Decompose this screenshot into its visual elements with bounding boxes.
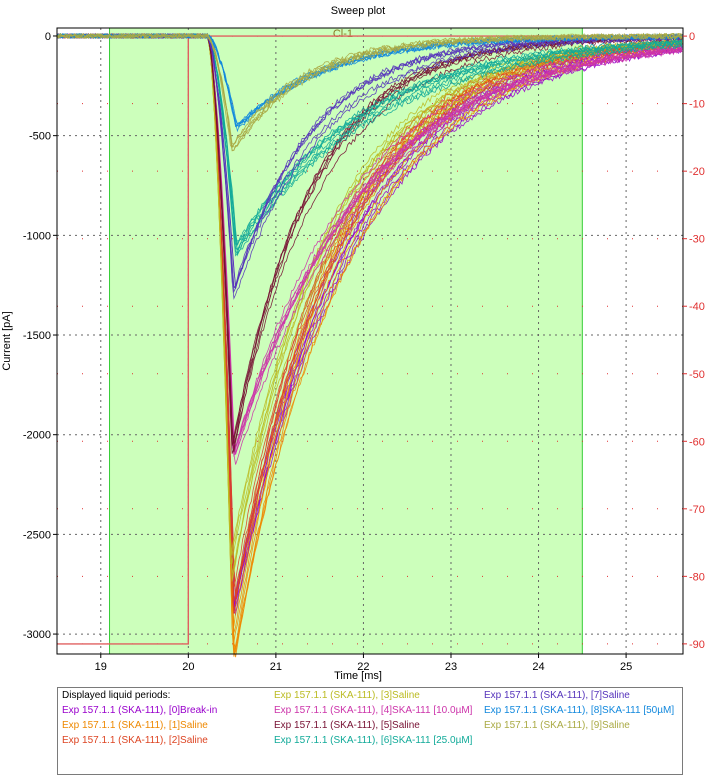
legend-item: Exp 157.1.1 (SKA-111), [3]Saline bbox=[274, 690, 420, 701]
y2-tick-label: -80 bbox=[689, 571, 705, 583]
x-tick-label: 23 bbox=[445, 661, 457, 673]
legend-item: Exp 157.1.1 (SKA-111), [7]Saline bbox=[484, 690, 630, 701]
x-tick-label: 19 bbox=[95, 661, 107, 673]
y2-tick-label: -30 bbox=[689, 234, 705, 246]
y2-tick-label: -10 bbox=[689, 99, 705, 111]
y-tick-label: -1500 bbox=[23, 330, 51, 342]
y-tick-label: -1000 bbox=[23, 230, 51, 242]
legend-item: Exp 157.1.1 (SKA-111), [5]Saline bbox=[274, 720, 420, 731]
y-tick-label: 0 bbox=[45, 31, 51, 43]
sweep-plot: Sweep plot Cl-1 19 20 21 22 23 24 250-500-1000… bbox=[1, 5, 705, 682]
sweep-trace-9 bbox=[56, 32, 683, 151]
liquid-period-label: Cl-1 bbox=[333, 28, 353, 40]
x-tick-label: 22 bbox=[357, 661, 369, 673]
x-tick-label: 25 bbox=[620, 661, 632, 673]
legend-item: Exp 157.1.1 (SKA-111), [1]Saline bbox=[62, 720, 208, 731]
sweep-trace-9 bbox=[56, 32, 683, 149]
y2-tick-label: -40 bbox=[689, 301, 705, 313]
legend-item: Exp 157.1.1 (SKA-111), [2]Saline bbox=[62, 735, 208, 746]
legend-title: Displayed liquid periods: bbox=[62, 690, 171, 701]
y2-tick-label: -20 bbox=[689, 166, 705, 178]
y-tick-label: -500 bbox=[29, 131, 51, 143]
plot-frame bbox=[56, 27, 684, 655]
y2-tick-label: 0 bbox=[689, 31, 695, 43]
axes: 19 20 21 22 23 24 250-500-1000-1500-2000-2500-… bbox=[23, 31, 705, 673]
x-tick-label: 21 bbox=[270, 661, 282, 673]
y-axis-label: Current [pA] bbox=[1, 311, 13, 370]
legend-item: Exp 157.1.1 (SKA-111), [4]SKA-111 [10.0µ… bbox=[274, 705, 473, 716]
y2-tick-label: -60 bbox=[689, 436, 705, 448]
y2-tick-label: -90 bbox=[689, 639, 705, 651]
x-axis-label: Time [ms] bbox=[334, 670, 382, 682]
y-tick-label: -2000 bbox=[23, 430, 51, 442]
y2-tick-label: -50 bbox=[689, 369, 705, 381]
legend-item: Exp 157.1.1 (SKA-111), [8]SKA-111 [50µM] bbox=[484, 705, 675, 716]
x-tick-label: 24 bbox=[532, 661, 544, 673]
legend-item: Exp 157.1.1 (SKA-111), [0]Break-in bbox=[62, 705, 218, 716]
voltage-step-trace bbox=[57, 35, 683, 645]
legend-item: Exp 157.1.1 (SKA-111), [6]SKA-111 [25.0µ… bbox=[274, 735, 473, 746]
y-tick-label: -2500 bbox=[23, 529, 51, 541]
sweep-traces bbox=[56, 32, 683, 658]
x-tick-label: 20 bbox=[182, 661, 194, 673]
y2-tick-label: -70 bbox=[689, 504, 705, 516]
legend-item: Exp 157.1.1 (SKA-111), [9]Saline bbox=[484, 720, 630, 731]
legend: Displayed liquid periods: Exp 157.1.1 (S… bbox=[57, 687, 683, 775]
y-tick-label: -3000 bbox=[23, 629, 51, 641]
voltage-step-line bbox=[57, 35, 683, 645]
chart-title: Sweep plot bbox=[331, 5, 385, 17]
